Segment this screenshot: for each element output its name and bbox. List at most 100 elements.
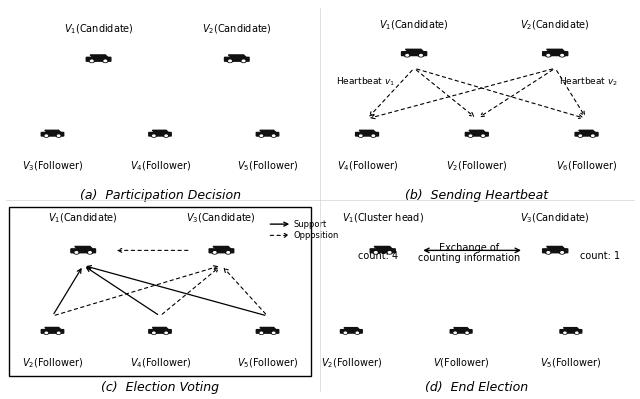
FancyBboxPatch shape: [86, 57, 111, 61]
Circle shape: [559, 251, 564, 254]
Circle shape: [58, 135, 60, 136]
Circle shape: [420, 55, 422, 56]
Circle shape: [466, 332, 468, 334]
Text: $V_2$(Candidate): $V_2$(Candidate): [202, 22, 272, 36]
Circle shape: [259, 332, 264, 334]
Polygon shape: [45, 130, 61, 133]
Circle shape: [226, 251, 231, 254]
Circle shape: [387, 251, 392, 254]
FancyBboxPatch shape: [450, 330, 472, 333]
Circle shape: [578, 134, 582, 137]
Circle shape: [579, 135, 582, 136]
Polygon shape: [75, 247, 93, 249]
Text: $V_3$(Follower): $V_3$(Follower): [22, 159, 83, 172]
Circle shape: [88, 251, 93, 254]
Polygon shape: [547, 247, 565, 249]
Circle shape: [547, 55, 550, 56]
Circle shape: [372, 135, 374, 136]
Circle shape: [371, 134, 376, 137]
Text: $V_6$(Follower): $V_6$(Follower): [556, 159, 617, 172]
Text: (d)  End Election: (d) End Election: [425, 381, 529, 394]
Polygon shape: [547, 49, 565, 52]
Circle shape: [58, 332, 60, 334]
Text: $V_1$(Candidate): $V_1$(Candidate): [48, 212, 118, 225]
Text: $V_3$(Candidate): $V_3$(Candidate): [520, 212, 590, 225]
Polygon shape: [454, 328, 470, 330]
Circle shape: [454, 332, 456, 334]
FancyBboxPatch shape: [543, 249, 568, 253]
Circle shape: [260, 332, 262, 334]
Text: $V_4$(Follower): $V_4$(Follower): [129, 356, 191, 370]
Polygon shape: [260, 130, 276, 133]
Circle shape: [56, 332, 61, 334]
Circle shape: [104, 60, 107, 62]
Text: $V_1$(Cluster head): $V_1$(Cluster head): [342, 212, 424, 225]
Text: $V_4$(Follower): $V_4$(Follower): [337, 159, 397, 172]
Polygon shape: [90, 55, 108, 57]
FancyBboxPatch shape: [340, 330, 362, 333]
Circle shape: [564, 332, 566, 334]
Circle shape: [89, 59, 94, 63]
FancyBboxPatch shape: [465, 132, 488, 136]
Circle shape: [74, 251, 79, 254]
Polygon shape: [260, 328, 276, 330]
Circle shape: [273, 332, 275, 334]
Circle shape: [153, 135, 155, 136]
Circle shape: [343, 332, 348, 334]
Circle shape: [406, 55, 408, 56]
Circle shape: [561, 252, 563, 253]
Text: (c)  Election Voting: (c) Election Voting: [101, 381, 219, 394]
Circle shape: [468, 134, 473, 137]
Text: (b)  Sending Heartbeat: (b) Sending Heartbeat: [405, 189, 548, 202]
Circle shape: [213, 252, 216, 253]
Text: (a)  Participation Decision: (a) Participation Decision: [79, 189, 241, 202]
Polygon shape: [213, 247, 231, 249]
Circle shape: [576, 332, 578, 334]
FancyBboxPatch shape: [148, 330, 172, 333]
Circle shape: [465, 332, 469, 334]
Circle shape: [259, 134, 264, 137]
Circle shape: [165, 332, 167, 334]
Text: $V_2$(Follower): $V_2$(Follower): [22, 356, 83, 370]
Text: Heartbeat $v_1$: Heartbeat $v_1$: [336, 75, 395, 88]
Circle shape: [561, 55, 563, 56]
Circle shape: [419, 54, 424, 57]
Circle shape: [227, 59, 232, 63]
Circle shape: [89, 252, 92, 253]
Circle shape: [260, 135, 262, 136]
Text: $V_2$(Follower): $V_2$(Follower): [446, 159, 508, 172]
Circle shape: [546, 251, 551, 254]
Circle shape: [90, 60, 93, 62]
Circle shape: [153, 332, 155, 334]
Text: $V_1$(Candidate): $V_1$(Candidate): [379, 18, 449, 32]
Circle shape: [164, 134, 168, 137]
Circle shape: [271, 332, 276, 334]
FancyBboxPatch shape: [71, 249, 95, 253]
Text: count: 4: count: 4: [358, 251, 397, 261]
Text: $V_2$(Candidate): $V_2$(Candidate): [520, 18, 590, 32]
Circle shape: [152, 332, 156, 334]
Text: $V_5$(Follower): $V_5$(Follower): [237, 356, 298, 370]
Text: count: 1: count: 1: [580, 251, 620, 261]
Circle shape: [559, 54, 564, 57]
Circle shape: [575, 332, 579, 334]
Circle shape: [591, 134, 595, 137]
FancyBboxPatch shape: [356, 132, 378, 136]
Circle shape: [356, 332, 358, 334]
Polygon shape: [374, 247, 392, 249]
FancyBboxPatch shape: [148, 132, 172, 136]
Circle shape: [481, 134, 485, 137]
Circle shape: [273, 135, 275, 136]
Text: Opposition: Opposition: [294, 231, 339, 240]
Circle shape: [482, 135, 484, 136]
Circle shape: [227, 252, 230, 253]
Text: counting information: counting information: [418, 253, 520, 263]
Circle shape: [165, 135, 167, 136]
Text: $V_1$(Candidate): $V_1$(Candidate): [63, 22, 134, 36]
Text: $V$(Follower): $V$(Follower): [433, 356, 490, 369]
Text: Exchange of: Exchange of: [439, 243, 499, 253]
Circle shape: [212, 251, 217, 254]
Circle shape: [373, 251, 378, 254]
Polygon shape: [359, 130, 376, 133]
FancyBboxPatch shape: [560, 330, 582, 333]
